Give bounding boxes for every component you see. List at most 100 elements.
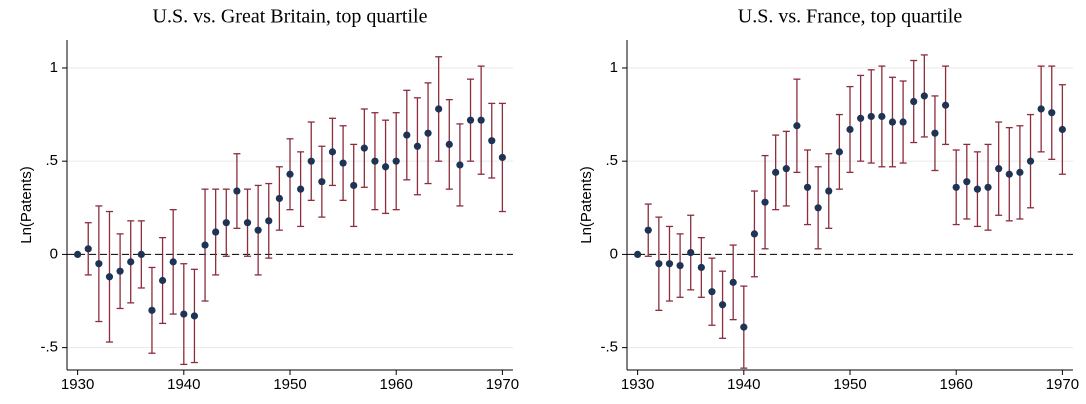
point (941, 101, 950, 109)
point (158, 276, 167, 285)
point (718, 301, 727, 309)
point (835, 148, 843, 156)
point (254, 226, 262, 234)
point (466, 116, 475, 124)
point (857, 114, 865, 122)
point (803, 183, 812, 191)
point (212, 228, 220, 236)
point (477, 116, 485, 124)
point (137, 250, 145, 259)
point (984, 183, 992, 191)
point (148, 306, 156, 314)
point (286, 170, 294, 178)
point (456, 161, 464, 169)
point (498, 153, 506, 162)
point (1037, 105, 1045, 113)
point (729, 278, 737, 286)
point (84, 245, 92, 253)
point (634, 250, 642, 259)
point (708, 288, 716, 296)
point (697, 263, 705, 272)
x-tick-label: 1960 (940, 376, 973, 393)
point (655, 260, 663, 268)
x-tick-label: 1930 (61, 376, 94, 393)
point (413, 142, 422, 150)
point (105, 273, 114, 281)
point (233, 187, 241, 195)
point (867, 112, 875, 121)
point (644, 226, 652, 234)
point (676, 261, 684, 270)
point (339, 159, 347, 167)
point (740, 323, 748, 331)
point (973, 185, 982, 193)
point (888, 118, 897, 126)
point (381, 163, 390, 171)
point (403, 131, 411, 139)
point (782, 165, 790, 173)
y-axis-label: Ln(Patents) (18, 166, 35, 244)
point (180, 310, 188, 318)
point (275, 194, 283, 203)
point (1026, 157, 1035, 165)
x-tick-label: 1930 (621, 376, 654, 393)
x-tick-label: 1940 (727, 376, 760, 393)
point (825, 187, 833, 195)
x-tick-label: 1950 (273, 376, 306, 393)
y-tick-label: -.5 (40, 339, 58, 356)
point (750, 230, 759, 238)
y-axis-label: Ln(Patents) (578, 166, 595, 244)
point (371, 157, 379, 165)
point (350, 181, 358, 190)
x-tick-label: 1970 (1046, 376, 1079, 393)
point (127, 258, 135, 266)
point (878, 112, 886, 121)
point (1048, 109, 1056, 117)
point (920, 92, 928, 100)
point (952, 183, 960, 191)
point (1005, 170, 1013, 178)
point (392, 157, 400, 165)
y-tick-label: 0 (610, 245, 618, 262)
point (318, 178, 326, 186)
point (488, 137, 496, 145)
point (687, 248, 695, 257)
point (665, 260, 674, 268)
point (265, 217, 273, 225)
point (243, 219, 252, 227)
point (116, 267, 124, 275)
point (74, 250, 82, 259)
y-tick-label: .5 (45, 152, 58, 169)
y-tick-label: -.5 (600, 339, 618, 356)
point (297, 185, 305, 193)
point (424, 129, 432, 137)
point (435, 105, 443, 113)
point (222, 219, 230, 227)
point (995, 165, 1003, 173)
point (201, 241, 209, 249)
point (360, 144, 368, 152)
point (846, 125, 854, 134)
point (169, 258, 177, 266)
point (899, 118, 907, 126)
point (307, 157, 315, 165)
x-tick-label: 1970 (486, 376, 519, 393)
point (931, 129, 939, 137)
y-tick-label: 1 (50, 59, 58, 76)
point (445, 140, 453, 149)
point (793, 122, 801, 130)
point (814, 204, 822, 212)
chart-title: U.S. vs. France, top quartile (738, 6, 963, 28)
y-tick-label: 0 (50, 245, 58, 262)
point (1058, 125, 1066, 134)
y-tick-label: 1 (610, 59, 618, 76)
point (190, 312, 199, 320)
point (328, 148, 337, 156)
x-tick-label: 1960 (380, 376, 413, 393)
y-tick-label: .5 (605, 152, 618, 169)
point (963, 178, 971, 186)
point (1016, 168, 1024, 176)
point (910, 97, 918, 106)
x-tick-label: 1950 (833, 376, 866, 393)
